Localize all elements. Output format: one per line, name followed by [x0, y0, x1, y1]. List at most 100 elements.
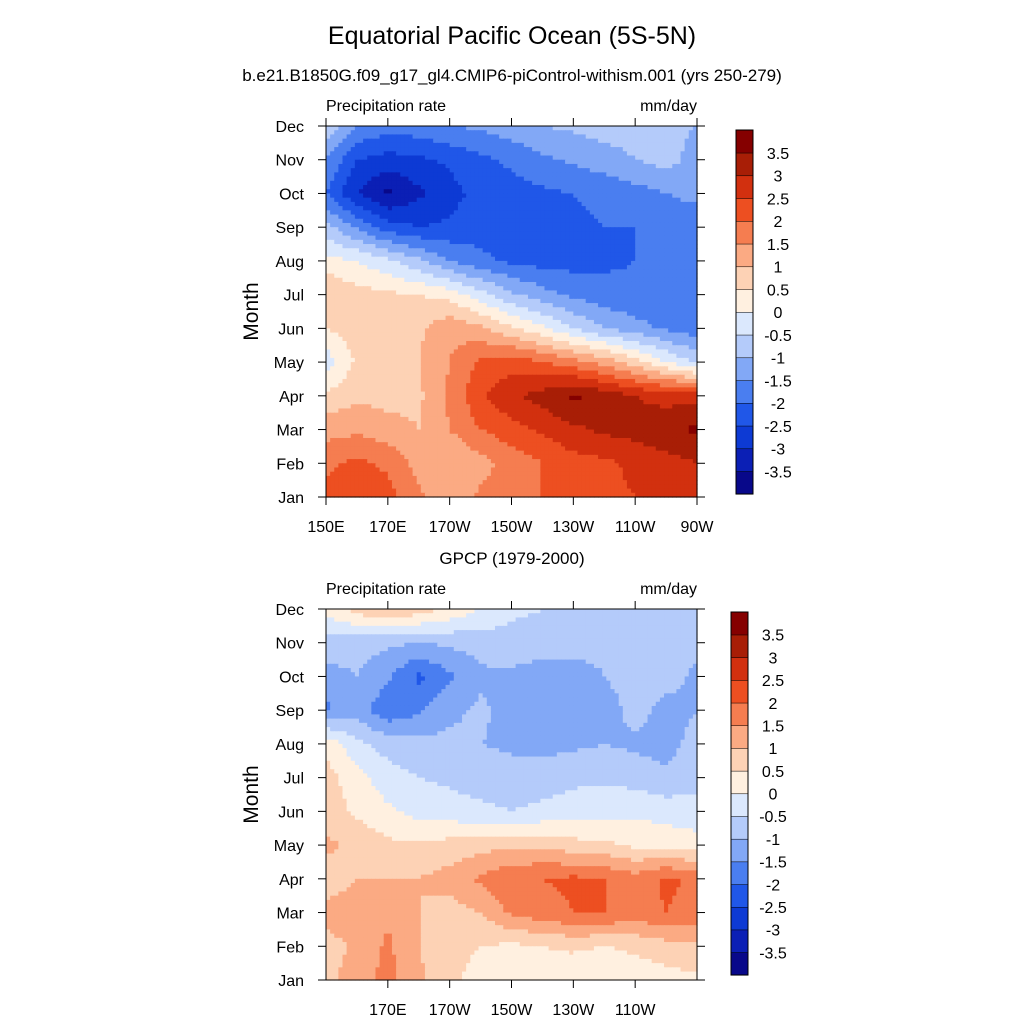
- panel-1-cell: [569, 286, 574, 292]
- panel-1-cell: [672, 138, 677, 144]
- panel-1-cell: [420, 185, 426, 190]
- panel-1-cell: [560, 210, 566, 216]
- panel-1-cell: [441, 180, 447, 186]
- panel-1-cell: [490, 332, 496, 338]
- panel-1-cell: [445, 248, 451, 254]
- panel-1-cell: [532, 235, 537, 241]
- panel-1-cell: [391, 281, 397, 287]
- panel-1-cell: [462, 159, 467, 165]
- panel-1-cell: [424, 349, 430, 355]
- panel-1-cell: [639, 222, 645, 228]
- panel-1-cell: [466, 126, 471, 131]
- panel-1-cell: [626, 273, 632, 279]
- panel-1-cell: [495, 239, 500, 245]
- panel-1-cell: [565, 307, 570, 313]
- panel-1-cell: [622, 126, 628, 131]
- panel-1-cell: [433, 307, 438, 313]
- panel-1-cell: [556, 235, 562, 241]
- panel-1-cell: [334, 239, 339, 245]
- panel-1-cell: [540, 159, 546, 165]
- panel-1-cell: [445, 349, 451, 355]
- panel-1-cell: [548, 252, 554, 258]
- panel-1-cell: [474, 227, 480, 232]
- panel-1-cell: [408, 227, 414, 232]
- panel-1-cell: [515, 172, 521, 178]
- panel-1-cell: [470, 303, 475, 308]
- panel-1-cell: [367, 235, 372, 241]
- panel-1-cell: [342, 324, 348, 329]
- panel-1-cell: [664, 345, 669, 351]
- panel-1-cell: [437, 201, 443, 207]
- panel-1-cell: [614, 134, 620, 140]
- panel-1-cell: [643, 214, 649, 220]
- panel-1-cell: [350, 315, 356, 321]
- panel-1-cell: [433, 273, 438, 279]
- panel-1-cell: [536, 290, 541, 296]
- panel-1-cell: [668, 256, 673, 262]
- panel-1-cell: [354, 142, 360, 148]
- panel-1-cell: [375, 265, 381, 270]
- panel-1-cell: [474, 357, 480, 363]
- panel-1-cell: [573, 231, 579, 237]
- panel-1-cell: [433, 311, 438, 317]
- panel-1-cell: [618, 281, 624, 287]
- panel-1-cell: [478, 315, 484, 321]
- panel-1-cell: [560, 206, 566, 211]
- panel-1-cell: [326, 298, 331, 304]
- panel-1-cell: [375, 269, 381, 275]
- panel-1-cell: [462, 155, 467, 161]
- panel-1-cell: [375, 319, 381, 325]
- panel-1-cell: [573, 294, 579, 300]
- panel-1-cell: [676, 290, 682, 296]
- panel-1-cell: [396, 130, 401, 136]
- panel-1-cell: [519, 260, 525, 266]
- panel-1-cell: [585, 286, 591, 292]
- panel-1-cell: [486, 134, 492, 140]
- panel-1-cell: [643, 231, 649, 237]
- panel-1-cell: [639, 126, 645, 131]
- panel-1-cell: [581, 349, 587, 355]
- panel-1-cell: [379, 277, 385, 283]
- panel-1-cell: [560, 260, 566, 266]
- panel-1-cell: [424, 172, 430, 178]
- panel-1-cell: [536, 176, 541, 182]
- panel-1-cell: [482, 126, 488, 131]
- panel-1-cell: [367, 197, 372, 203]
- panel-1-cell: [532, 345, 537, 351]
- panel-1-cell: [664, 349, 669, 355]
- panel-1-cell: [622, 290, 628, 296]
- panel-1-cell: [573, 201, 579, 207]
- panel-1-cell: [668, 180, 673, 186]
- panel-1-cell: [424, 307, 430, 313]
- panel-1-cell: [499, 147, 504, 152]
- panel-1-cell: [387, 269, 393, 275]
- panel-1-cell: [527, 265, 533, 270]
- panel-1-cell: [552, 180, 558, 186]
- panel-1-cell: [379, 222, 385, 228]
- panel-1-cell: [544, 168, 550, 173]
- panel-1-cell: [602, 311, 607, 317]
- panel-1-cell: [342, 336, 348, 342]
- panel-1-cell: [453, 319, 459, 325]
- panel-1-cell: [560, 286, 566, 292]
- panel-1-cell: [379, 172, 385, 178]
- panel-1-cell: [474, 290, 480, 296]
- panel-1-cell: [548, 142, 554, 148]
- panel-1-cell: [478, 290, 484, 296]
- panel-1-cell: [598, 307, 603, 313]
- panel-1-cell: [462, 298, 467, 304]
- panel-1-cell: [396, 235, 401, 241]
- panel-1-cell: [552, 332, 558, 338]
- panel-1-cell: [593, 307, 599, 313]
- panel-1-cell: [569, 185, 574, 190]
- panel-1-cell: [523, 256, 529, 262]
- panel-1-cell: [688, 303, 694, 308]
- panel-1-cell: [519, 206, 525, 211]
- panel-1-cell: [552, 197, 558, 203]
- panel-1-cell: [482, 206, 488, 211]
- panel-1-cell: [544, 260, 550, 266]
- panel-1-cell: [659, 231, 665, 237]
- panel-1-cell: [449, 349, 455, 355]
- panel-1-cell: [507, 290, 513, 296]
- panel-1-cell: [338, 349, 344, 355]
